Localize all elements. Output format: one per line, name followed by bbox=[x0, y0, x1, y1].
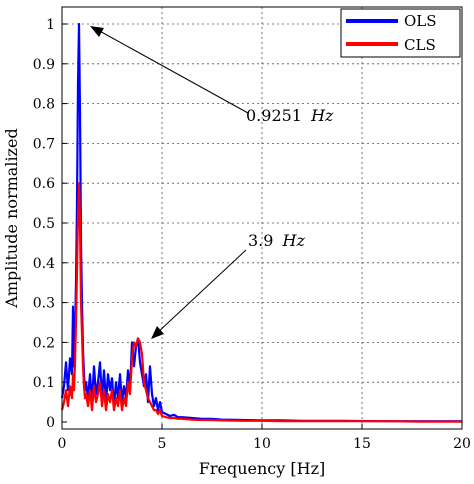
annotation-unit-ols: Hz bbox=[310, 106, 334, 125]
plot-lines bbox=[60, 22, 462, 423]
annotation-peak-cls: 3.9 Hz bbox=[151, 231, 306, 339]
y-axis-label: Amplitude normalized bbox=[2, 128, 21, 308]
annotation-arrow-ols bbox=[95, 28, 249, 114]
x-tick-label: 10 bbox=[253, 436, 271, 452]
annotation-arrowhead-ols bbox=[90, 26, 104, 37]
legend-box bbox=[340, 8, 461, 58]
x-tick-label: 0 bbox=[58, 436, 67, 452]
series-line-cls bbox=[60, 182, 462, 423]
x-tick-label: 15 bbox=[353, 436, 371, 452]
ticks: 0 5 10 15 20 0 0.1 0.2 0.3 0.4 0.5 0.6 0.7 0.8 0.9 1 bbox=[33, 17, 471, 452]
x-tick-label: 20 bbox=[453, 436, 471, 452]
annotation-peak-ols: 0.9251 Hz bbox=[90, 26, 334, 125]
y-tick-label: 0 bbox=[46, 415, 55, 431]
legend: OLS CLS bbox=[340, 8, 461, 58]
axes-box bbox=[61, 6, 463, 430]
y-tick-label: 1 bbox=[46, 17, 55, 33]
annotation-unit-cls: Hz bbox=[282, 231, 306, 250]
annotation-arrow-cls bbox=[155, 249, 247, 335]
series-line-ols bbox=[60, 22, 462, 423]
y-tick-label: 0.4 bbox=[33, 256, 55, 272]
x-tick-label: 5 bbox=[158, 436, 167, 452]
y-tick-label: 0.9 bbox=[33, 57, 55, 73]
annotation-arrowhead-cls bbox=[151, 326, 164, 339]
y-tick-label: 0.6 bbox=[33, 176, 55, 192]
y-tick-label: 0.3 bbox=[33, 296, 55, 312]
y-tick-label: 0.1 bbox=[33, 375, 55, 391]
y-tick-label: 0.7 bbox=[33, 136, 55, 152]
y-tick-label: 0.5 bbox=[33, 216, 55, 232]
legend-label-ols: OLS bbox=[404, 12, 437, 30]
grid bbox=[62, 7, 462, 429]
y-tick-label: 0.2 bbox=[33, 335, 55, 351]
annotation-number-cls: 3.9 bbox=[248, 231, 273, 250]
annotation-number-ols: 0.9251 bbox=[246, 106, 302, 125]
annotation-text-ols: 0.9251 Hz bbox=[246, 106, 334, 125]
legend-label-cls: CLS bbox=[404, 36, 436, 54]
annotation-text-cls: 3.9 Hz bbox=[248, 231, 306, 250]
x-axis-label: Frequency [Hz] bbox=[199, 459, 326, 478]
y-tick-label: 0.8 bbox=[33, 97, 55, 113]
